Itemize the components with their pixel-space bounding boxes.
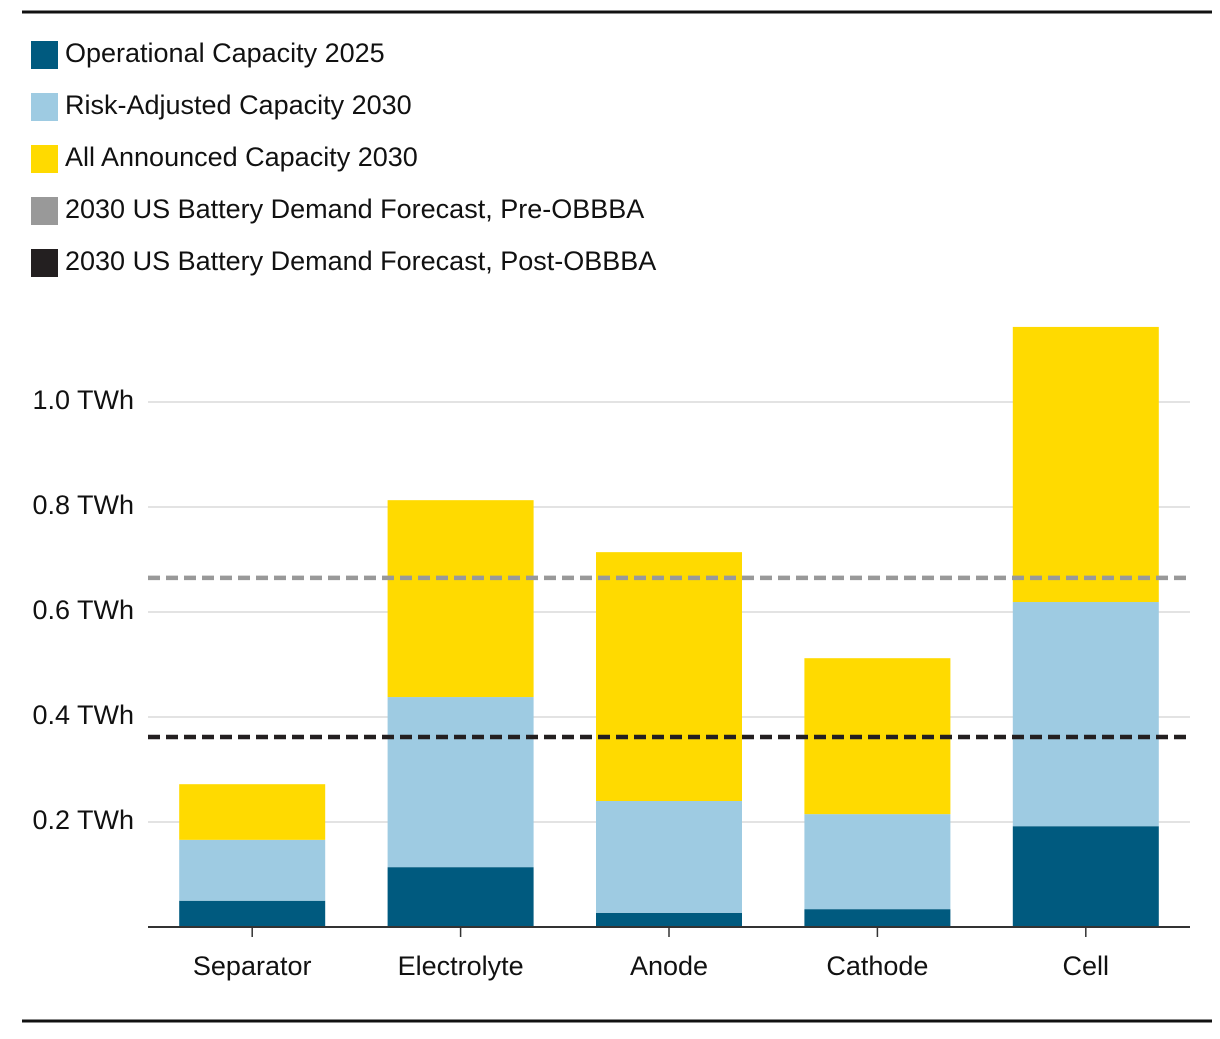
- x-tick-label: Separator: [193, 951, 312, 981]
- x-tick-label: Cell: [1063, 951, 1110, 981]
- legend-swatch: [31, 145, 58, 173]
- bar-segment: [387, 697, 534, 868]
- bar-segment: [1012, 602, 1159, 827]
- x-tick-label: Anode: [630, 951, 708, 981]
- legend-label: 2030 US Battery Demand Forecast, Pre-OBB…: [65, 194, 644, 224]
- legend-swatch: [31, 197, 58, 225]
- bar-segment: [179, 900, 326, 927]
- legend-swatch: [31, 93, 58, 121]
- bar-segment: [596, 912, 742, 927]
- bar-segment: [1012, 326, 1159, 603]
- bar-segment: [804, 909, 951, 927]
- legend-swatch: [31, 41, 58, 69]
- y-tick-label: 0.8 TWh: [32, 490, 134, 520]
- bar-segment: [387, 867, 534, 927]
- bar-segment: [179, 839, 326, 901]
- y-tick-label: 0.4 TWh: [32, 700, 134, 730]
- bar-segment: [596, 801, 742, 913]
- legend-label: Risk-Adjusted Capacity 2030: [65, 90, 412, 120]
- y-tick-label: 0.6 TWh: [32, 595, 134, 625]
- y-tick-label: 1.0 TWh: [32, 385, 134, 415]
- bar-segment: [179, 784, 326, 840]
- x-tick-label: Cathode: [826, 951, 928, 981]
- bar-segment: [1012, 826, 1159, 927]
- bar-segment: [804, 814, 951, 910]
- x-tick-label: Electrolyte: [398, 951, 524, 981]
- legend-label: Operational Capacity 2025: [65, 38, 385, 68]
- y-tick-label: 0.2 TWh: [32, 805, 134, 835]
- legend-label: All Announced Capacity 2030: [65, 142, 418, 172]
- legend-swatch: [31, 249, 58, 277]
- legend-label: 2030 US Battery Demand Forecast, Post-OB…: [65, 246, 656, 276]
- bar-segment: [596, 552, 742, 801]
- bar-segment: [387, 500, 534, 698]
